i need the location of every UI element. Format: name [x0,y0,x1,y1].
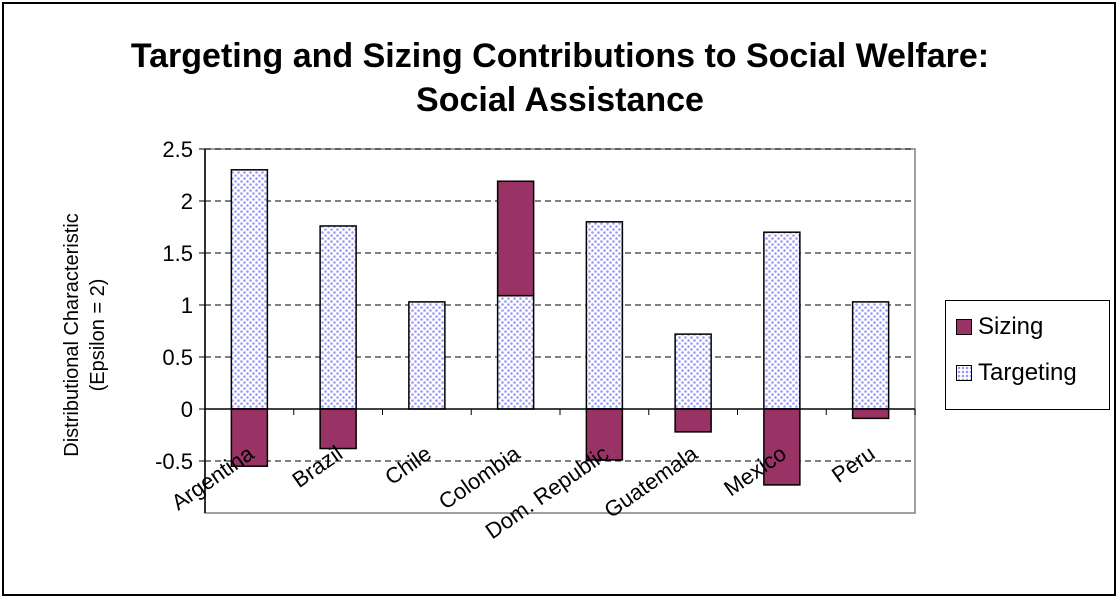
y-tick-label: 2 [181,189,193,214]
bar-sizing [319,408,357,450]
legend: Sizing Targeting [945,300,1110,410]
bar-sizing [496,180,535,297]
bar-sizing [763,408,801,486]
y-axis-label-line-2: (Epsilon = 2) [87,279,109,392]
bar-targeting [496,294,535,410]
y-tick-label: 2.5 [162,137,193,162]
legend-label-sizing: Sizing [978,313,1044,340]
chart-title: Targeting and Sizing Contributions to So… [130,37,990,119]
legend-item-targeting: Targeting [956,359,1077,387]
legend-label-targeting: Targeting [978,359,1077,386]
y-tick-label: 0 [181,397,193,422]
bar-targeting [851,301,890,410]
bar-targeting [408,301,446,410]
legend-swatch-targeting [956,365,972,381]
bar-sizing [851,408,890,420]
y-tick-label: 1 [181,293,193,318]
bar-targeting [585,221,624,410]
legend-item-sizing: Sizing [956,313,1043,341]
bar-sizing [674,408,712,433]
bar-sizing [230,408,269,467]
y-tick-label: 1.5 [162,241,193,266]
bar-targeting [674,333,712,410]
legend-swatch-sizing [956,319,972,335]
y-axis-label-line-1: Distributional Characteristic [61,213,83,456]
bar-targeting [763,231,801,410]
bar-targeting [319,225,357,410]
y-tick-label: -0.5 [155,449,193,474]
y-tick-label: 0.5 [162,345,193,370]
bar-targeting [230,169,269,410]
